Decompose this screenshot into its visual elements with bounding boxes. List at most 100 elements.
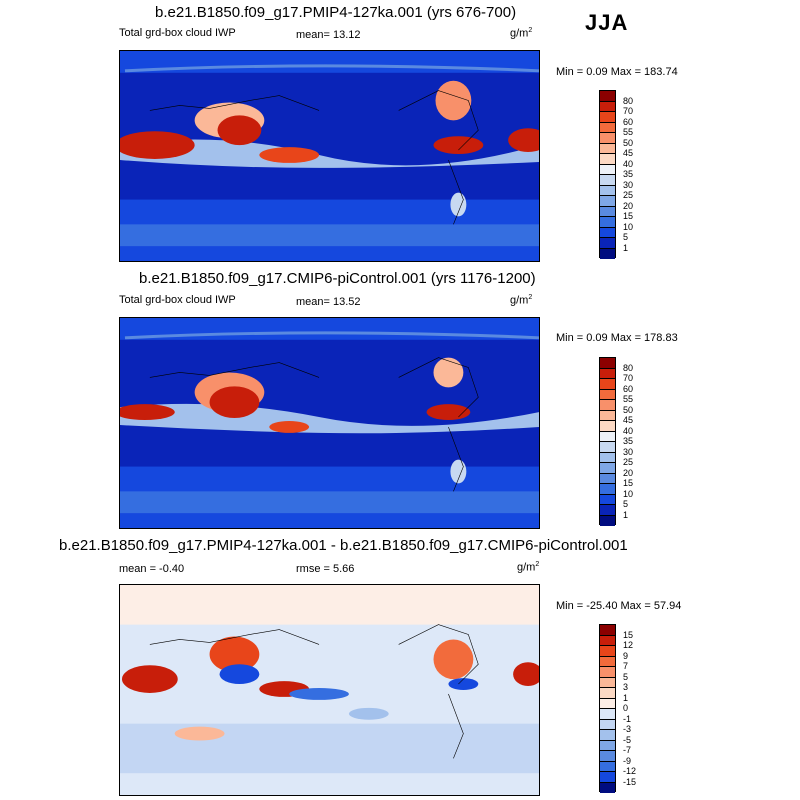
panel1-colorbar xyxy=(599,90,616,259)
colorbar-cell xyxy=(600,515,615,526)
colorbar-tick: 45 xyxy=(623,148,634,158)
colorbar-tick: 15 xyxy=(623,478,634,488)
panel3-title: b.e21.B1850.f09_g17.PMIP4-127ka.001 - b.… xyxy=(59,537,628,554)
panel2-minmax: Min = 0.09 Max = 178.83 xyxy=(556,332,678,344)
colorbar-tick: -5 xyxy=(623,734,632,745)
panel3-rmse: rmse = 5.66 xyxy=(296,563,355,575)
colorbar-tick: 70 xyxy=(623,106,634,116)
colorbar-cell xyxy=(600,217,615,228)
colorbar-cell xyxy=(600,751,615,762)
colorbar-cell xyxy=(600,368,615,379)
colorbar-cell xyxy=(600,505,615,516)
colorbar-cell xyxy=(600,227,615,238)
colorbar-cell xyxy=(600,133,615,144)
colorbar-cell xyxy=(600,410,615,421)
colorbar-tick: 80 xyxy=(623,362,634,373)
colorbar-cell xyxy=(600,164,615,175)
colorbar-cell xyxy=(600,761,615,772)
panel1-title: b.e21.B1850.f09_g17.PMIP4-127ka.001 (yrs… xyxy=(155,4,517,21)
colorbar-tick: 30 xyxy=(623,179,634,190)
colorbar-cell xyxy=(600,154,615,165)
colorbar-cell xyxy=(600,740,615,751)
colorbar-cell xyxy=(600,688,615,699)
colorbar-tick: 3 xyxy=(623,682,629,692)
panel2-title: b.e21.B1850.f09_g17.CMIP6-piControl.001 … xyxy=(139,270,536,287)
colorbar-tick: 15 xyxy=(623,211,634,221)
panel3-minmax: Min = -25.40 Max = 57.94 xyxy=(556,600,682,612)
colorbar-tick: 60 xyxy=(623,116,634,127)
colorbar-tick: 60 xyxy=(623,383,634,394)
colorbar-tick: 1 xyxy=(623,692,629,703)
colorbar-tick: -9 xyxy=(623,755,632,766)
colorbar-tick: 25 xyxy=(623,190,634,200)
colorbar-cell xyxy=(600,625,615,636)
colorbar-cell xyxy=(600,400,615,411)
colorbar-tick: 5 xyxy=(623,232,629,242)
colorbar-cell xyxy=(600,635,615,646)
colorbar-tick: 10 xyxy=(623,488,634,499)
colorbar-tick: -1 xyxy=(623,713,632,724)
colorbar-tick: 50 xyxy=(623,137,634,148)
colorbar-tick: 55 xyxy=(623,394,634,404)
panel1-variable-label: Total grd-box cloud IWP xyxy=(119,27,236,39)
colorbar-tick: 20 xyxy=(623,200,634,211)
colorbar-tick: 40 xyxy=(623,425,634,436)
panel3-map xyxy=(119,584,540,796)
colorbar-cell xyxy=(600,206,615,217)
panel2-map xyxy=(119,317,540,529)
colorbar-tick: -3 xyxy=(623,724,632,734)
panel3-mean: mean = -0.40 xyxy=(119,563,185,575)
colorbar-tick: 20 xyxy=(623,467,634,478)
season-label: JJA xyxy=(585,10,629,35)
colorbar-tick: 5 xyxy=(623,671,629,682)
colorbar-cell xyxy=(600,719,615,730)
panel1-units: g/m2 xyxy=(510,27,533,40)
colorbar-tick: 12 xyxy=(623,640,634,650)
panel2-variable-label: Total grd-box cloud IWP xyxy=(119,294,236,306)
colorbar-tick: -15 xyxy=(623,776,637,787)
colorbar-cell xyxy=(600,379,615,390)
colorbar-tick: 50 xyxy=(623,404,634,415)
colorbar-cell xyxy=(600,358,615,369)
colorbar-tick: -12 xyxy=(623,766,637,776)
colorbar-cell xyxy=(600,730,615,741)
colorbar-tick: 70 xyxy=(623,373,634,383)
panel1-mean: mean= 13.12 xyxy=(296,29,361,41)
panel3-units: g/m2 xyxy=(517,561,540,574)
colorbar-tick: 40 xyxy=(623,158,634,169)
colorbar-tick: 35 xyxy=(623,436,634,446)
colorbar-tick: 30 xyxy=(623,446,634,457)
colorbar-tick: 15 xyxy=(623,629,634,640)
panel1-map xyxy=(119,50,540,262)
colorbar-cell xyxy=(600,101,615,112)
colorbar-tick: 1 xyxy=(623,242,629,253)
colorbar-cell xyxy=(600,389,615,400)
colorbar-cell xyxy=(600,667,615,678)
colorbar-cell xyxy=(600,421,615,432)
colorbar-tick: 10 xyxy=(623,221,634,232)
colorbar-cell xyxy=(600,91,615,102)
colorbar-cell xyxy=(600,452,615,463)
colorbar-cell xyxy=(600,782,615,793)
colorbar-cell xyxy=(600,175,615,186)
colorbar-cell xyxy=(600,646,615,657)
colorbar-tick: 9 xyxy=(623,650,629,661)
colorbar-tick: 25 xyxy=(623,457,634,467)
colorbar-cell xyxy=(600,473,615,484)
colorbar-cell xyxy=(600,463,615,474)
colorbar-cell xyxy=(600,656,615,667)
colorbar-tick: -7 xyxy=(623,745,632,755)
colorbar-cell xyxy=(600,196,615,207)
panel2-colorbar xyxy=(599,357,616,526)
colorbar-cell xyxy=(600,185,615,196)
colorbar-tick: 0 xyxy=(623,703,629,713)
panel2-mean: mean= 13.52 xyxy=(296,296,361,308)
colorbar-cell xyxy=(600,431,615,442)
colorbar-tick: 55 xyxy=(623,127,634,137)
colorbar-cell xyxy=(600,112,615,123)
colorbar-cell xyxy=(600,772,615,783)
colorbar-tick: 1 xyxy=(623,509,629,520)
colorbar-tick: 35 xyxy=(623,169,634,179)
colorbar-cell xyxy=(600,494,615,505)
panel3-colorbar xyxy=(599,624,616,793)
